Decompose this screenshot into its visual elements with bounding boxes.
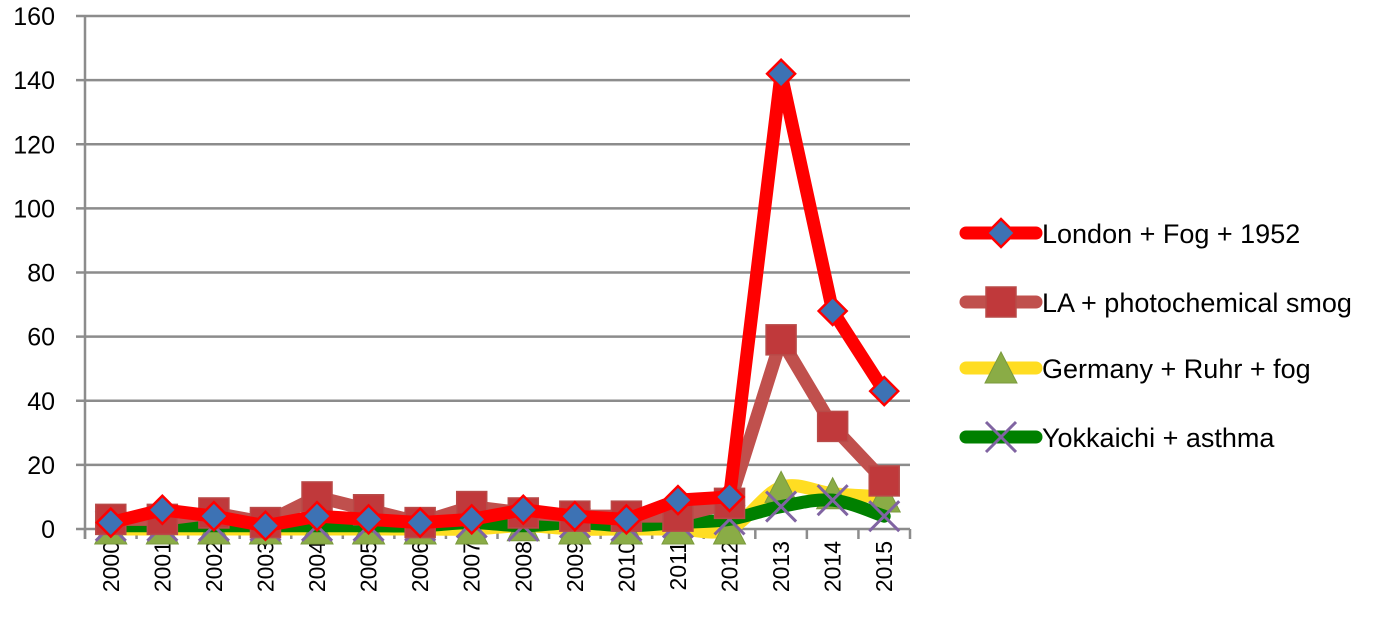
x-tick-label: 2010 — [613, 541, 639, 592]
diamond-marker — [352, 503, 385, 536]
x-marker-stroke — [765, 490, 798, 523]
y-tick-label: 0 — [41, 516, 55, 544]
x-axis-tick-labels: 2000 2001 2002 2003 2004 2005 2006 2007 2008 2009… — [98, 541, 897, 592]
diamond-marker — [868, 375, 900, 407]
square-marker — [985, 286, 1017, 318]
diamond-marker — [765, 57, 797, 90]
x-tick-label: 2007 — [459, 541, 485, 592]
series-lines — [93, 57, 902, 545]
square-marker — [301, 481, 333, 513]
legend-item: Germany + Ruhr + fog — [959, 350, 1311, 384]
legend-label: Yokkaichi + asthma — [1042, 423, 1275, 453]
triangle-marker — [984, 350, 1018, 384]
diamond-marker — [610, 503, 643, 536]
y-tick-label: 60 — [27, 324, 55, 352]
diamond-marker — [507, 493, 540, 526]
x-tick-label: 2011 — [665, 541, 691, 590]
x-tick-label: 2003 — [252, 541, 278, 592]
x-tick-label: 2005 — [356, 541, 382, 592]
y-tick-label: 20 — [27, 452, 55, 480]
y-axis-tick-labels: 0 20 40 60 80 100 120 140 160 — [13, 3, 55, 544]
x-tick-label: 2013 — [768, 541, 794, 592]
x-marker-stroke — [816, 484, 849, 517]
x-tick-label: 2000 — [98, 541, 124, 592]
legend-label: Germany + Ruhr + fog — [1042, 354, 1311, 384]
x-marker — [816, 484, 849, 517]
square-marker — [816, 410, 849, 443]
diamond-marker — [816, 295, 849, 327]
diamond-marker — [95, 506, 127, 539]
square-marker — [868, 465, 900, 497]
series-0 — [95, 57, 900, 542]
x-marker-stroke — [868, 500, 901, 533]
legend-item: LA + photochemical smog — [959, 286, 1352, 318]
y-tick-label: 120 — [13, 131, 55, 159]
y-tick-label: 100 — [13, 195, 55, 223]
x-tick-label: 2012 — [717, 541, 743, 592]
diamond-marker — [455, 503, 488, 536]
x-marker — [984, 420, 1018, 454]
y-tick-label: 140 — [13, 67, 55, 95]
x-tick-label: 2006 — [407, 541, 433, 592]
x-marker-stroke — [984, 420, 1018, 454]
diamond-marker — [662, 484, 694, 516]
legend-item: Yokkaichi + asthma — [959, 420, 1275, 454]
legend: London + Fog + 1952 LA + photochemical sm… — [959, 217, 1352, 454]
diamond-marker — [249, 510, 282, 542]
x-marker — [868, 500, 901, 533]
x-tick-label: 2008 — [510, 541, 536, 592]
x-tick-label: 2014 — [820, 541, 846, 592]
legend-label: London + Fog + 1952 — [1042, 219, 1300, 249]
x-tick-label: 2002 — [201, 541, 227, 592]
x-tick-label: 2015 — [871, 541, 897, 592]
series-line — [104, 67, 891, 533]
diamond-marker — [985, 217, 1017, 249]
y-tick-label: 160 — [13, 3, 55, 31]
x-tick-label: 2001 — [149, 541, 175, 592]
diamond-marker — [713, 481, 746, 513]
x-tick-label: 2009 — [562, 541, 588, 592]
y-tick-label: 80 — [27, 260, 55, 288]
diamond-marker — [559, 500, 591, 532]
x-marker — [765, 490, 798, 523]
legend-item: London + Fog + 1952 — [959, 217, 1300, 249]
legend-label: LA + photochemical smog — [1042, 288, 1352, 318]
y-tick-label: 40 — [27, 388, 55, 416]
diamond-marker — [198, 500, 230, 532]
diamond-marker — [301, 500, 333, 532]
x-tick-label: 2004 — [304, 541, 330, 592]
diamond-marker — [146, 493, 179, 526]
diamond-marker — [404, 506, 436, 539]
square-marker — [765, 324, 797, 356]
